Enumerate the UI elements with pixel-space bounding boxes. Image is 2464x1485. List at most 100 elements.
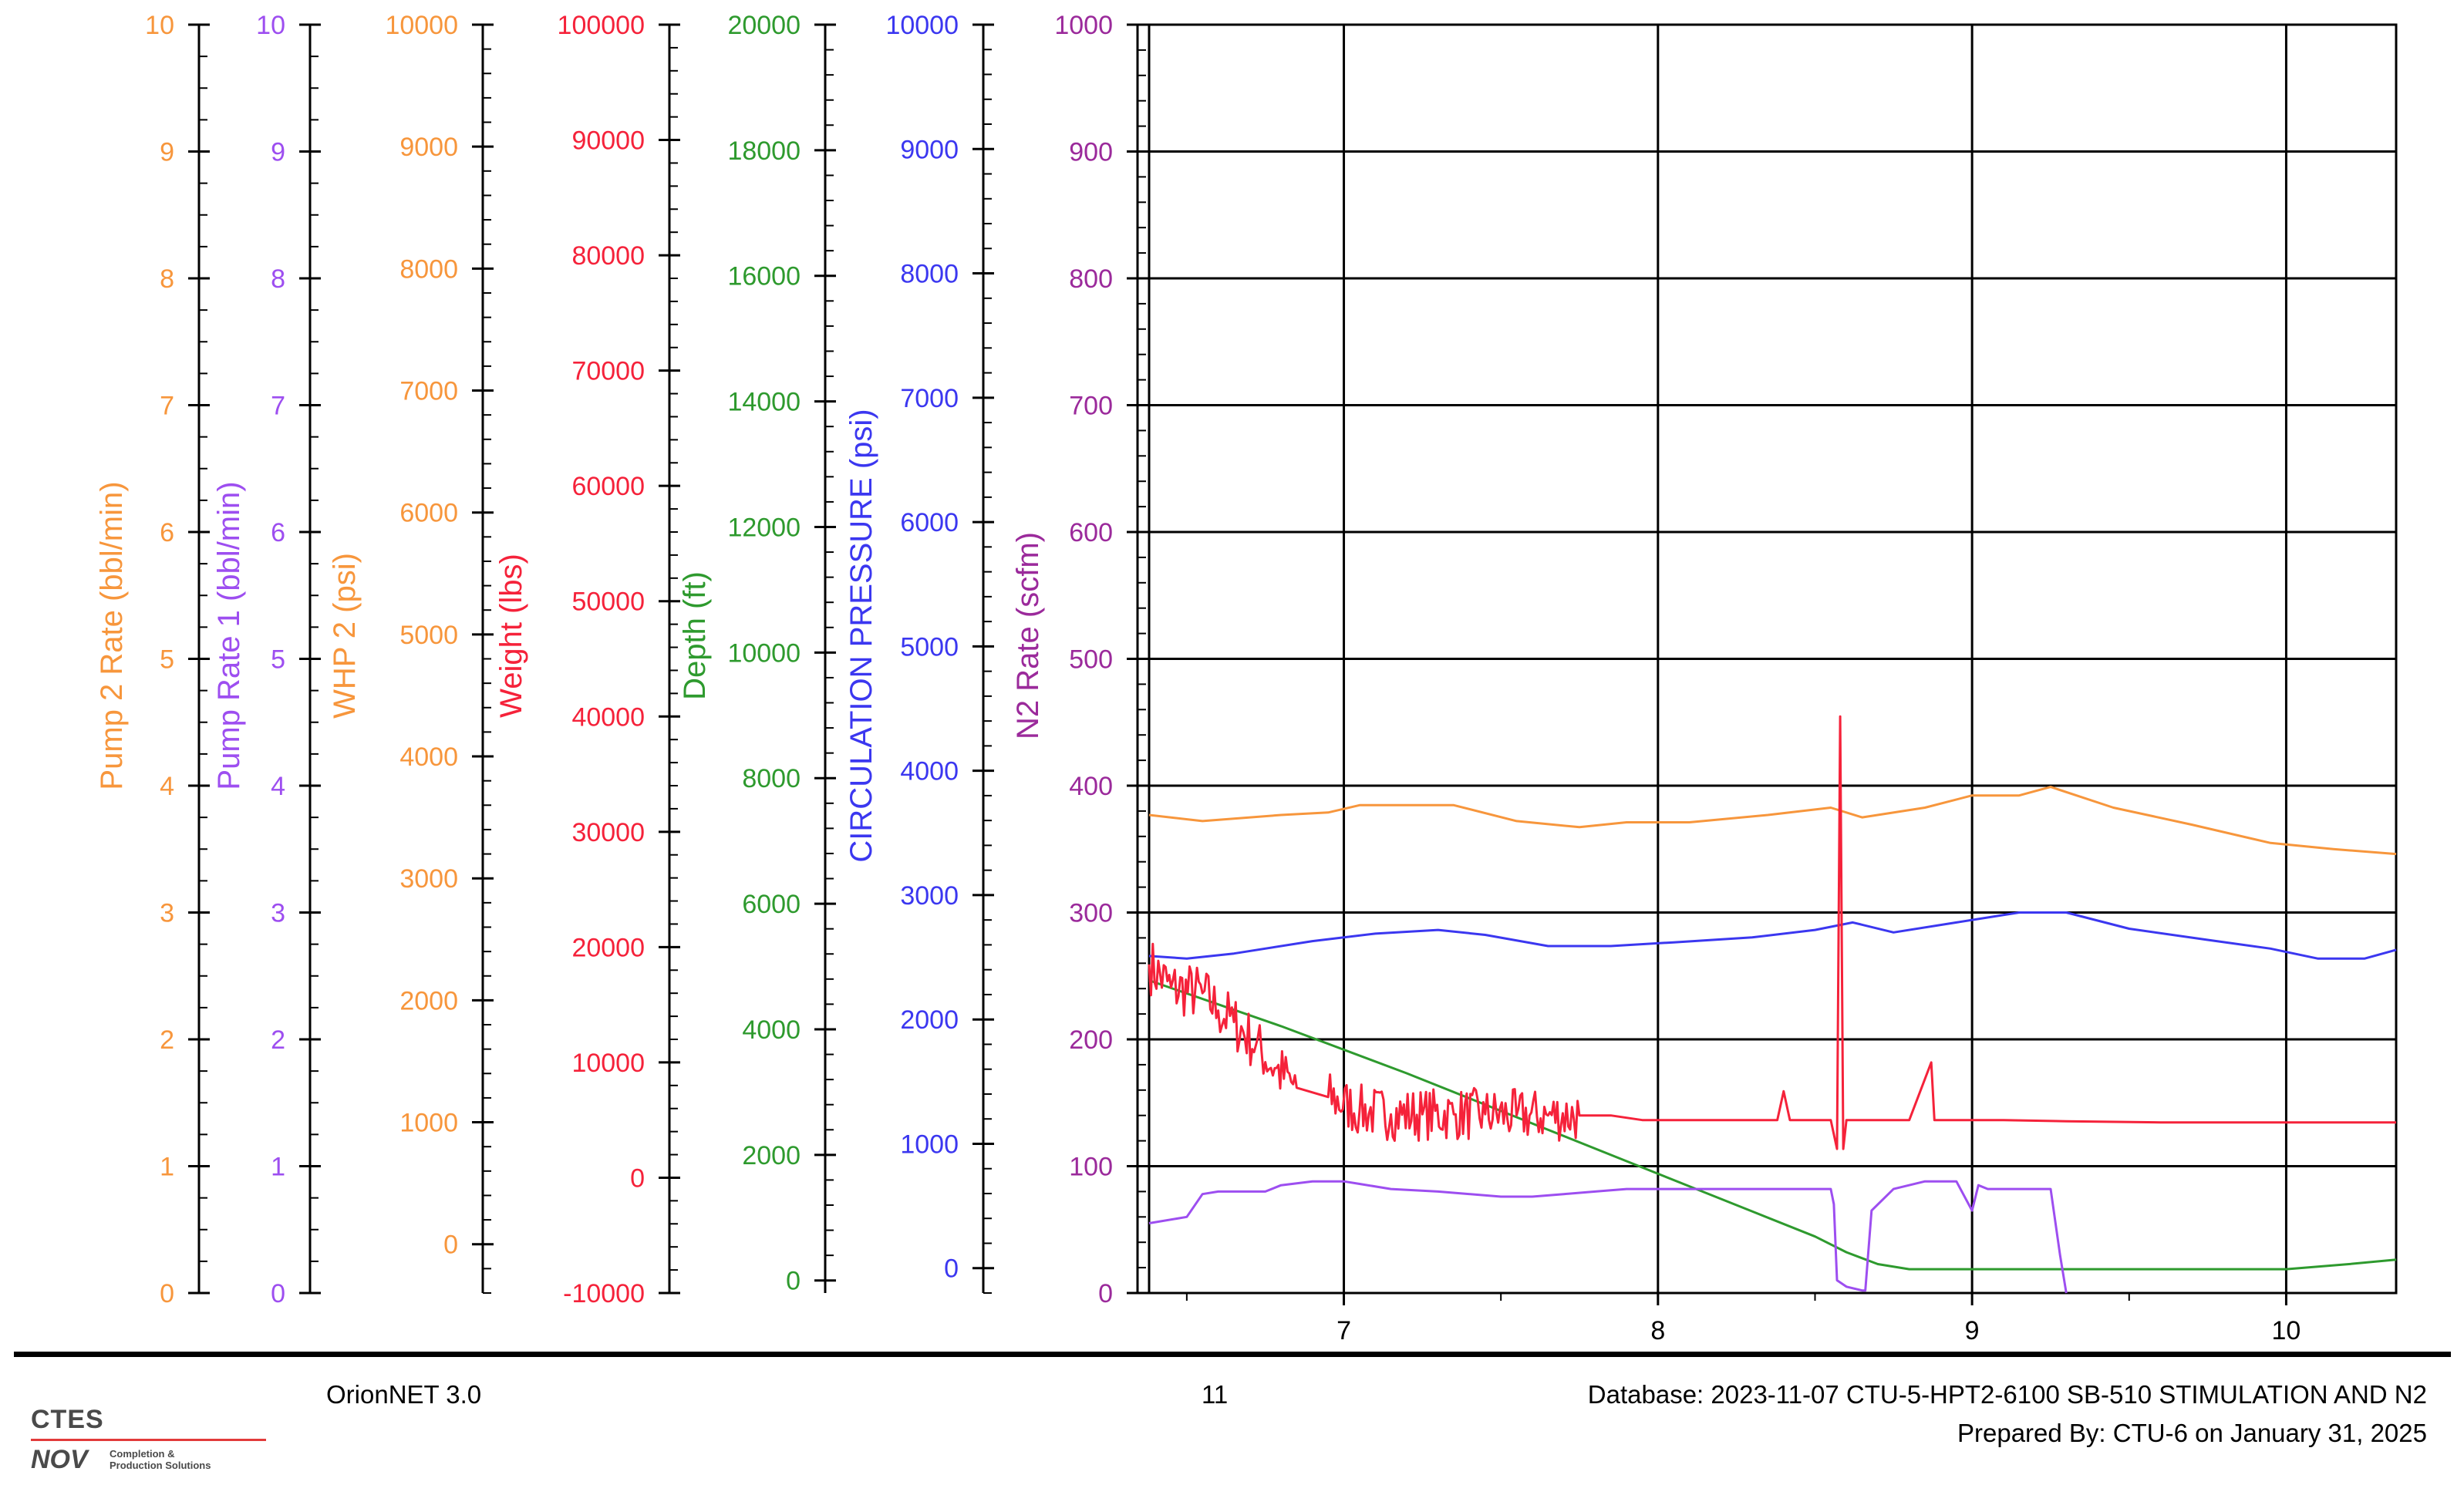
plot-frame: [1148, 23, 2398, 1295]
tick-label: 900: [1069, 138, 1113, 167]
tick-label: 9: [160, 138, 174, 167]
series-depth_line: [1148, 979, 2397, 1271]
axis-title: CIRCULATION PRESSURE (psi): [844, 409, 878, 862]
tick-label: 6000: [900, 508, 959, 537]
tick-label: 7: [271, 392, 285, 421]
tick-label: 0: [1098, 1279, 1113, 1308]
series-weight_line: [1148, 715, 2396, 1150]
tick-label: 80000: [571, 241, 645, 271]
logo-tagline-2: Production Solutions: [110, 1460, 211, 1471]
tick-label: 2000: [900, 1005, 959, 1035]
tick-label: 70000: [571, 357, 645, 386]
series-circ_line: [1148, 911, 2397, 960]
tick-label: 10000: [885, 11, 959, 40]
plot-grid: 7 8 9 10: [1148, 23, 2398, 1345]
tick-label: 1000: [399, 1109, 458, 1138]
tick-label: 2000: [742, 1141, 801, 1170]
tick-label: 10: [145, 11, 174, 40]
tick-label: 1000: [900, 1130, 959, 1159]
tick-label: 8: [271, 264, 285, 294]
tick-label: 6000: [399, 499, 458, 528]
tick-label: 8000: [399, 254, 458, 284]
axis-title: Weight (lbs): [494, 554, 528, 718]
series-pump1_line: [1148, 1180, 2068, 1294]
tick-label: 1: [271, 1153, 285, 1182]
x-tick-label: 9: [1965, 1316, 1980, 1345]
tick-label: 4000: [900, 757, 959, 786]
tick-label: 2: [271, 1025, 285, 1055]
tick-label: 6: [271, 518, 285, 547]
tick-label: 4000: [742, 1015, 801, 1045]
tick-label: 9000: [900, 135, 959, 164]
tick-label: 7000: [399, 377, 458, 406]
y-axis-circ: 0 1000 2000 3000 4000 5000 6000 7000 8000 9000 100…: [844, 11, 994, 1294]
tick-label: 14000: [727, 388, 801, 417]
tick-label: 400: [1069, 772, 1113, 801]
axis-title: WHP 2 (psi): [328, 553, 362, 719]
y-axis-depth: 0 2000 4000 6000 8000 10000 12000 14000 16000 180…: [678, 11, 836, 1296]
tick-label: 0: [786, 1267, 801, 1296]
tick-label: 300: [1069, 899, 1113, 928]
tick-label: 0: [271, 1279, 285, 1308]
tick-label: 8000: [900, 260, 959, 289]
logo-brand: CTES: [31, 1405, 104, 1434]
series-whp2_line: [1148, 786, 2397, 856]
tick-label: 30000: [571, 818, 645, 847]
footer-page-number: 11: [1202, 1380, 1229, 1409]
tick-label: 6: [160, 518, 174, 547]
logo-underline: [31, 1439, 266, 1441]
logo-tagline-1: Completion &: [110, 1448, 175, 1460]
tick-label: 20000: [727, 11, 801, 40]
tick-label: 800: [1069, 264, 1113, 294]
x-tick-label: 7: [1336, 1316, 1351, 1345]
x-tick-label: 10: [2272, 1316, 2301, 1345]
tick-label: 18000: [727, 136, 801, 166]
footer-app-name: OrionNET 3.0: [326, 1380, 482, 1409]
tick-label: 9: [271, 138, 285, 167]
tick-label: 4: [271, 772, 285, 801]
tick-label: 600: [1069, 518, 1113, 547]
y-axis-pump1: 0 1 2 3 4 5 6 7 8 9 10 Pump Rate 1 (bbl/min): [212, 11, 321, 1308]
x-tick-label: 8: [1650, 1316, 1665, 1345]
tick-label: 0: [443, 1231, 458, 1260]
tick-label: 700: [1069, 392, 1113, 421]
tick-label: 50000: [571, 588, 645, 617]
tick-label: 5000: [399, 621, 458, 650]
tick-label: 3: [160, 899, 174, 928]
tick-label: 90000: [571, 126, 645, 156]
tick-label: 2000: [399, 986, 458, 1015]
tick-label: 10000: [571, 1049, 645, 1078]
tick-label: 1000: [1054, 11, 1113, 40]
tick-label: 60000: [571, 472, 645, 501]
ctes-nov-logo: CTES NOV Completion & Production Solutio…: [31, 1405, 270, 1482]
series-layer: [1148, 715, 2397, 1294]
tick-label: 3000: [900, 881, 959, 911]
tick-label: 2: [160, 1025, 174, 1055]
tick-label: 7: [160, 392, 174, 421]
tick-label: 5: [271, 645, 285, 675]
tick-label: 10000: [385, 11, 458, 40]
tick-label: 10: [256, 11, 285, 40]
tick-label: 6000: [742, 890, 801, 919]
tick-label: 0: [160, 1279, 174, 1308]
footer-divider: [14, 1352, 2451, 1357]
axis-title: N2 Rate (scfm): [1011, 532, 1045, 739]
axis-title: Pump 2 Rate (bbl/min): [95, 481, 129, 790]
tick-label: 40000: [571, 702, 645, 732]
tick-label: 16000: [727, 262, 801, 291]
tick-label: 20000: [571, 933, 645, 962]
axis-title: Pump Rate 1 (bbl/min): [212, 481, 246, 790]
footer-database: Database: 2023-11-07 CTU-5-HPT2-6100 SB-…: [1587, 1380, 2427, 1409]
tick-label: 4: [160, 772, 174, 801]
axis-title: Depth (ft): [678, 571, 712, 700]
logo-parent: NOV: [31, 1445, 88, 1474]
y-axis-n2: 0 100 200 300 400 500 600 700 800 900 1000 N2 Rate …: [1011, 11, 1148, 1308]
tick-label: 8: [160, 264, 174, 294]
footer-prepared-by: Prepared By: CTU-6 on January 31, 2025: [1957, 1419, 2427, 1447]
tick-label: 5: [160, 645, 174, 675]
tick-label: 100000: [558, 11, 645, 40]
tick-label: 10000: [727, 638, 801, 668]
tick-label: 3: [271, 899, 285, 928]
y-axis-whp2: 0 1000 2000 3000 4000 5000 6000 7000 8000 9000 100…: [328, 11, 494, 1294]
